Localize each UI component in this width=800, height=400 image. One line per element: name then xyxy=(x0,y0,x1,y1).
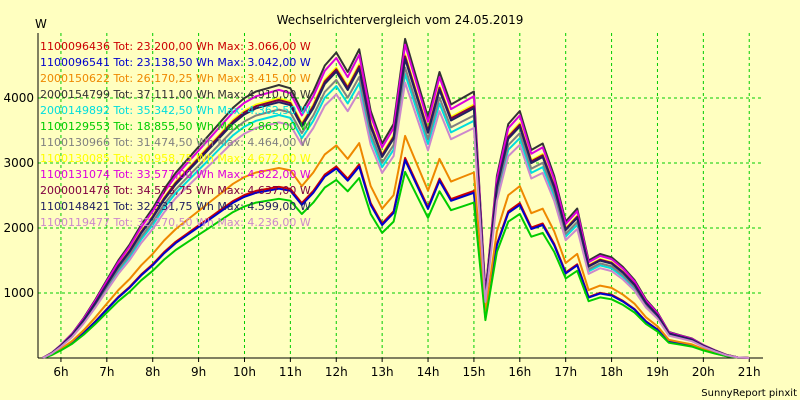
x-tick-label: 19h xyxy=(646,365,669,379)
y-tick-label: 1000 xyxy=(3,286,34,300)
x-tick-label: 10h xyxy=(233,365,256,379)
series-line-1100131074 xyxy=(42,43,750,359)
footer-credit: SunnyReport pinxit xyxy=(701,388,797,399)
x-tick-label: 6h xyxy=(53,365,68,379)
x-tick-label: 21h xyxy=(738,365,761,379)
x-tick-label: 18h xyxy=(600,365,623,379)
legend-entry-2000001478: 2000001478 Tot: 34.573,75 Wh Max: 4.637,… xyxy=(40,184,311,197)
x-tick-label: 17h xyxy=(554,365,577,379)
x-tick-label: 14h xyxy=(417,365,440,379)
legend-entry-1100096436: 1100096436 Tot: 23.200,00 Wh Max: 3.066,… xyxy=(40,40,311,53)
y-axis-label: W xyxy=(35,17,47,31)
series-line-1100096541 xyxy=(42,159,750,359)
y-tick-label: 4000 xyxy=(3,91,34,105)
series-line-1100130966 xyxy=(42,66,750,359)
x-tick-label: 16h xyxy=(508,365,531,379)
legend-entry-1100130966: 1100130966 Tot: 31.474,50 Wh Max: 4.464,… xyxy=(40,136,311,149)
legend-entry-2000154799: 2000154799 Tot: 37.111,00 Wh Max: 4.910,… xyxy=(40,88,311,101)
series-lines xyxy=(42,37,750,359)
legend-entry-1100130085: 1100130085 Tot: 30.958,75 Wh Max: 4.672,… xyxy=(40,152,311,165)
series-line-1100148421 xyxy=(42,58,750,359)
legend-entry-2000149892: 2000149892 Tot: 35.342,50 Wh Max: 4.362,… xyxy=(40,104,311,117)
tick-labels: 6h 7h 8h 9h 10h 11h 12h 13h 14h 15h 16h 17h 18h 19h 20… xyxy=(3,91,760,379)
series-line-2000150622 xyxy=(42,134,750,359)
chart-title: Wechselrichtervergleich vom 24.05.2019 xyxy=(277,13,524,27)
axes xyxy=(37,33,763,362)
legend-entry-1100131074: 1100131074 Tot: 33.577,00 Wh Max: 4.822,… xyxy=(40,168,311,181)
x-tick-label: 9h xyxy=(191,365,206,379)
legend-entry-1100148421: 1100148421 Tot: 32.331,75 Wh Max: 4.599,… xyxy=(40,200,311,213)
legend-entry-1100119477: 1100119477 Tot: 32.270,50 Wh Max: 4.236,… xyxy=(40,216,311,229)
series-line-1100129553 xyxy=(42,170,750,359)
x-tick-label: 15h xyxy=(462,365,485,379)
y-tick-label: 3000 xyxy=(3,156,34,170)
x-tick-label: 20h xyxy=(692,365,715,379)
x-tick-label: 11h xyxy=(279,365,302,379)
legend-entry-2000150622: 2000150622 Tot: 26.170,25 Wh Max: 3.415,… xyxy=(40,72,311,85)
legend: 1100096436 Tot: 23.200,00 Wh Max: 3.066,… xyxy=(40,40,311,229)
series-line-1100119477 xyxy=(42,81,750,359)
legend-entry-1100129553: 1100129553 Tot: 18.855,50 Wh Max: 2.863,… xyxy=(40,120,311,133)
y-tick-label: 2000 xyxy=(3,221,34,235)
x-tick-label: 12h xyxy=(325,365,348,379)
x-tick-label: 7h xyxy=(99,365,114,379)
x-tick-label: 8h xyxy=(145,365,160,379)
legend-entry-1100096541: 1100096541 Tot: 23.138,50 Wh Max: 3.042,… xyxy=(40,56,311,69)
x-tick-label: 13h xyxy=(371,365,394,379)
